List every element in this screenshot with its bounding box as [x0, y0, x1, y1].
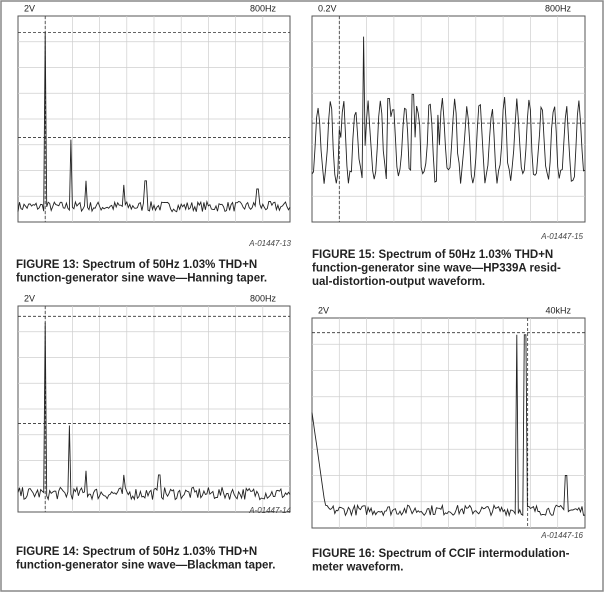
span-label: 40kHz — [545, 305, 571, 315]
spectrum-trace — [311, 36, 586, 184]
figure-caption: FIGURE 14: Spectrum of 50Hz 1.03% THD+N — [16, 546, 257, 558]
scale-label: 2V — [24, 293, 35, 303]
span-label: 800Hz — [250, 3, 277, 13]
spectrum-trace — [17, 322, 291, 501]
figure-caption: FIGURE 15: Spectrum of 50Hz 1.03% THD+N — [312, 249, 553, 261]
figure-caption: ual-distortion-output waveform. — [312, 276, 485, 288]
figure-caption: function-generator sine wave—Blackman ta… — [16, 560, 275, 572]
figure-code: A-01447-13 — [248, 239, 291, 248]
figure-code: A-01447-16 — [540, 531, 583, 540]
figure-caption: function-generator sine wave—HP339A resi… — [312, 263, 561, 275]
figure-code: A-01447-15 — [540, 232, 583, 241]
figure-caption: FIGURE 16: Spectrum of CCIF intermodulat… — [312, 548, 570, 560]
scale-label: 2V — [318, 305, 329, 315]
figure-caption: function-generator sine wave—Hanning tap… — [16, 273, 267, 285]
spectrum-trace — [17, 32, 291, 213]
scale-label: 2V — [24, 3, 35, 13]
span-label: 800Hz — [250, 293, 277, 303]
span-label: 800Hz — [545, 3, 572, 13]
figure-code: A-01447-14 — [248, 506, 291, 515]
spectrum-trace — [311, 334, 586, 518]
scale-label: 0.2V — [318, 3, 337, 13]
figure-caption: meter waveform. — [312, 562, 403, 574]
figure-caption: FIGURE 13: Spectrum of 50Hz 1.03% THD+N — [16, 259, 257, 271]
